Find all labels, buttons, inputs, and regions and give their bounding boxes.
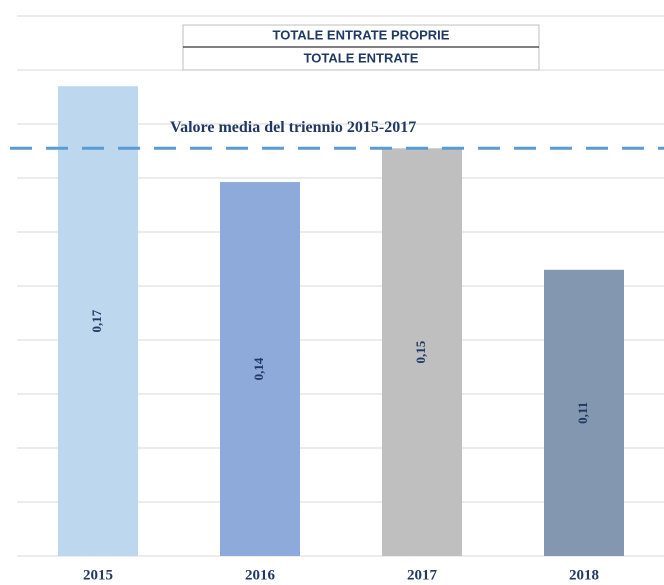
bar: [58, 86, 138, 556]
x-tick-label: 2017: [407, 567, 438, 583]
x-tick-label: 2015: [83, 567, 113, 583]
value-label: 0,11: [575, 402, 590, 424]
chart-subtitle: TOTALE ENTRATE: [304, 50, 419, 65]
bar: [220, 182, 300, 557]
value-label: 0,17: [89, 309, 104, 332]
x-tick-label: 2018: [569, 567, 599, 583]
bar: [382, 148, 462, 557]
bar: [544, 269, 624, 556]
value-label: 0,15: [413, 340, 428, 363]
chart-title: TOTALE ENTRATE PROPRIE: [273, 27, 450, 42]
x-tick-label: 2016: [245, 567, 276, 583]
reference-label: Valore media del triennio 2015-2017: [170, 119, 416, 136]
value-label: 0,14: [251, 357, 266, 380]
